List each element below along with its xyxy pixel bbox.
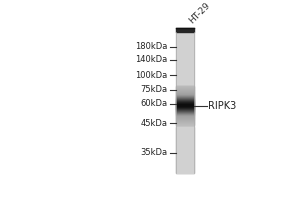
Text: 45kDa: 45kDa (141, 119, 168, 128)
Text: 140kDa: 140kDa (136, 55, 168, 64)
Text: 35kDa: 35kDa (141, 148, 168, 157)
Text: 75kDa: 75kDa (141, 85, 168, 94)
Text: 180kDa: 180kDa (135, 42, 168, 51)
Text: HT-29: HT-29 (188, 1, 212, 25)
Text: 100kDa: 100kDa (136, 71, 168, 80)
Text: 60kDa: 60kDa (141, 99, 168, 108)
Text: RIPK3: RIPK3 (208, 101, 237, 111)
